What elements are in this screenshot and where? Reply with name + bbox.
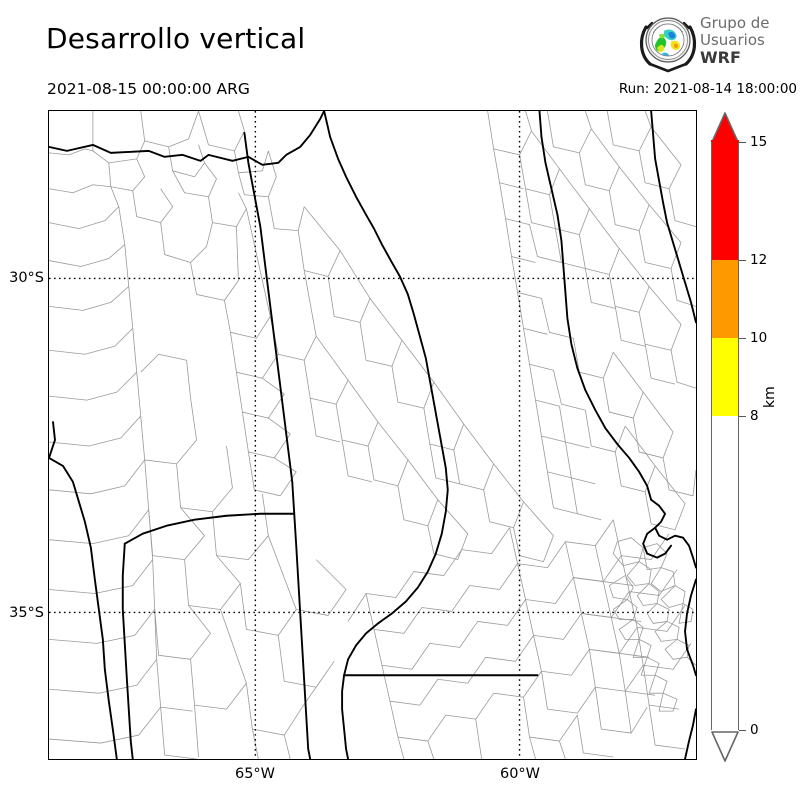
colorbar-tick-12: [739, 259, 746, 261]
valid-time-label: 2021-08-15 00:00:00 ARG: [47, 80, 250, 98]
map-frame[interactable]: [48, 110, 697, 760]
colorbar-segment-yellow: [711, 338, 739, 417]
lat-label-30s: 30°S: [9, 270, 44, 286]
colorbar-tick-0: [739, 730, 746, 731]
wrf-globe-seal-icon: [638, 13, 698, 73]
colorbar-ticklabel-12: 12: [750, 251, 768, 268]
colorbar-ticklabel-8: 8: [750, 408, 759, 425]
colorbar-ticklabel-10: 10: [750, 330, 768, 346]
colorbar-tick-10: [739, 338, 746, 339]
colorbar-segment-orange: [711, 259, 739, 338]
lat-label-35s: 35°S: [9, 605, 44, 621]
colorbar-arrow-top: [711, 112, 739, 144]
colorbar-ticklabel-15: 15: [750, 134, 768, 150]
lon-label-65w: 65°W: [234, 766, 276, 782]
logo-line-2: Usuarios: [700, 31, 765, 49]
logo-text: Grupo de Usuarios WRF: [700, 14, 800, 67]
colorbar-axis-label: km: [762, 386, 778, 408]
colorbar-tick-15: [739, 142, 746, 143]
colorbar-arrow-bottom: [711, 730, 739, 762]
run-time-label: Run: 2021-08-14 18:00:00: [618, 81, 797, 97]
map-canvas: [49, 111, 696, 759]
logo-line-1: Grupo de: [700, 14, 770, 32]
logo-line-3: WRF: [700, 48, 741, 67]
colorbar-segment-white: [711, 416, 739, 730]
wrf-user-group-logo: Grupo de Usuarios WRF: [638, 12, 798, 76]
page-title: Desarrollo vertical: [46, 22, 306, 55]
lon-label-60w: 60°W: [499, 766, 541, 782]
colorbar-ticklabel-0: 0: [750, 722, 759, 738]
colorbar-tick-8: [739, 416, 746, 418]
colorbar-body[interactable]: [711, 142, 739, 730]
colorbar[interactable]: 15 12 10 8 0 km: [710, 112, 798, 772]
colorbar-segment-red: [711, 142, 739, 260]
